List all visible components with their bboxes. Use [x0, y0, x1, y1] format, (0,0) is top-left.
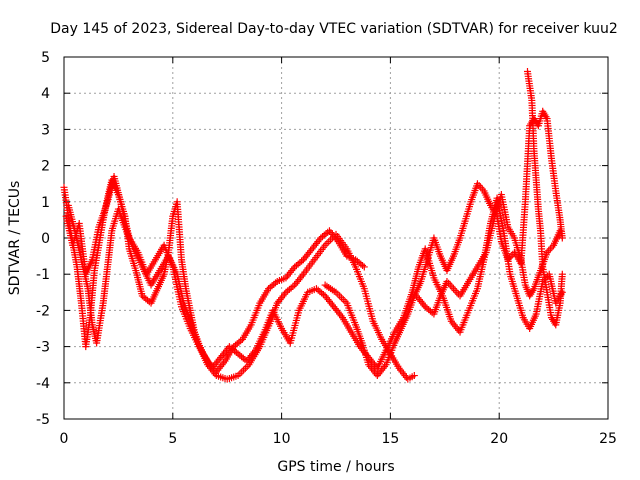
data-point — [325, 238, 333, 246]
x-axis-label: GPS time / hours — [277, 459, 394, 475]
data-point — [446, 281, 454, 289]
y-tick-label: -5 — [36, 412, 50, 428]
data-point — [337, 294, 345, 302]
y-tick-label: -1 — [36, 267, 50, 283]
y-tick-label: 0 — [41, 231, 50, 247]
x-tick-label: 25 — [599, 431, 617, 447]
series-4 — [321, 107, 566, 380]
x-tick-label: 5 — [168, 431, 177, 447]
data-point — [336, 292, 344, 300]
y-tick-label: -2 — [36, 303, 50, 319]
series-5 — [413, 191, 564, 318]
data-point — [450, 285, 458, 293]
x-tick-label: 15 — [381, 431, 399, 447]
data-point — [558, 234, 566, 242]
data-point — [327, 236, 335, 244]
data-points — [60, 67, 566, 383]
data-point — [238, 368, 246, 376]
series-3 — [62, 172, 368, 376]
y-tick-label: -3 — [36, 340, 50, 356]
y-tick-label: 3 — [41, 122, 50, 138]
y-tick-label: 2 — [41, 159, 50, 175]
data-point — [448, 283, 456, 291]
data-point — [241, 364, 249, 372]
y-tick-label: 5 — [41, 50, 50, 66]
data-point — [558, 270, 566, 278]
x-tick-label: 10 — [273, 431, 291, 447]
data-point — [546, 245, 554, 253]
data-point — [240, 366, 248, 374]
data-point — [339, 296, 347, 304]
data-point — [360, 263, 368, 271]
y-tick-label: 4 — [41, 86, 50, 102]
chart-title: Day 145 of 2023, Sidereal Day-to-day VTE… — [50, 21, 618, 37]
data-point — [556, 227, 564, 235]
y-tick-label: 1 — [41, 195, 50, 211]
axis-ticks: 0 5 10 15 20 25 -5 -4 -3 -2 -1 0 1 2 3 4 5 — [36, 50, 617, 447]
data-point — [323, 239, 331, 247]
data-point — [410, 372, 418, 380]
y-tick-label: -4 — [36, 376, 50, 392]
data-point — [451, 286, 459, 294]
y-axis-label: SDTVAR / TECUs — [7, 181, 23, 296]
series-6 — [523, 67, 566, 329]
x-tick-label: 0 — [60, 431, 69, 447]
data-point — [477, 183, 485, 191]
x-tick-label: 20 — [490, 431, 508, 447]
data-point — [558, 288, 566, 296]
